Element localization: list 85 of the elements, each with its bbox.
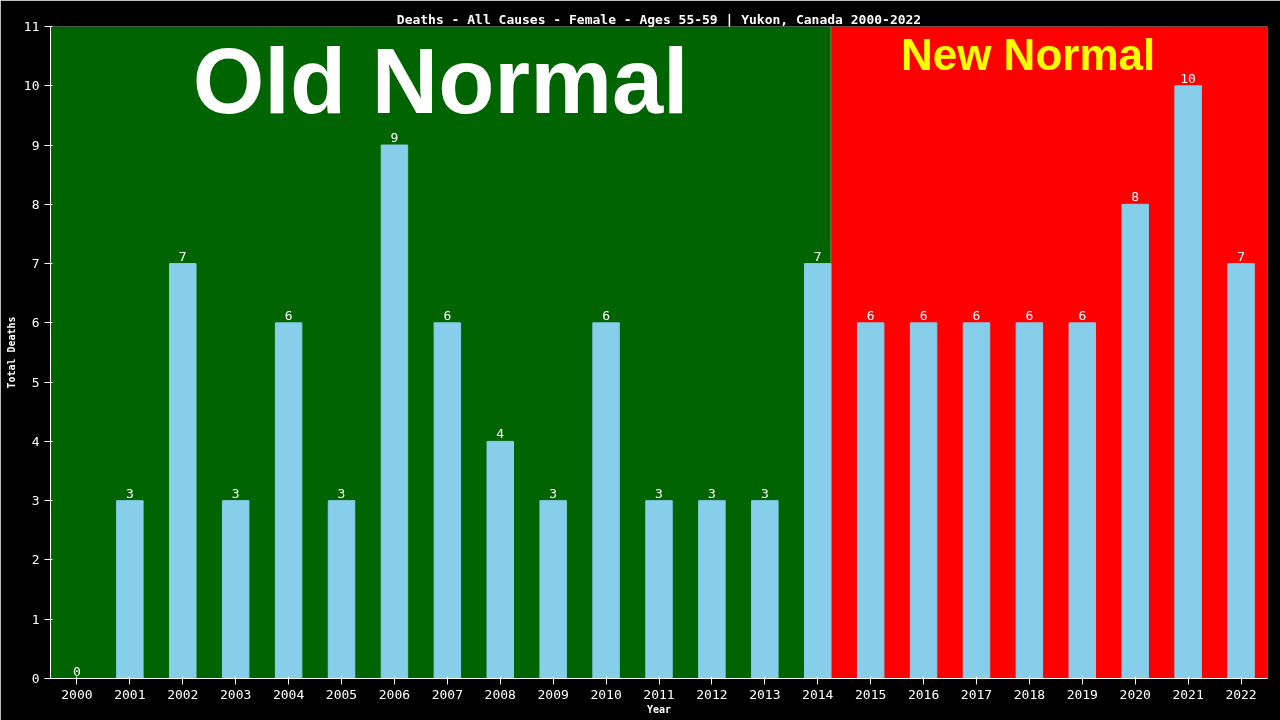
y-tick-label: 8 bbox=[31, 196, 40, 212]
bar bbox=[751, 500, 779, 679]
x-tick-label: 2011 bbox=[643, 686, 675, 702]
y-tick-label: 9 bbox=[31, 137, 40, 153]
data-label: 0 bbox=[73, 663, 81, 679]
x-tick-label: 2009 bbox=[537, 686, 569, 702]
bar bbox=[1227, 263, 1255, 679]
bar bbox=[1015, 322, 1044, 679]
x-axis-title: Year bbox=[646, 703, 672, 715]
bar bbox=[433, 322, 462, 679]
bar bbox=[486, 440, 514, 679]
x-tick-label: 2019 bbox=[1066, 686, 1098, 702]
bar bbox=[116, 500, 144, 679]
bar bbox=[169, 263, 197, 679]
data-label: 6 bbox=[972, 307, 981, 323]
data-label: 6 bbox=[1025, 307, 1034, 323]
chart-title: Deaths - All Causes - Female - Ages 55-59 | Yukon, Canada 2000-2022 bbox=[396, 11, 922, 27]
band-label: New Normal bbox=[900, 29, 1156, 79]
y-tick-label: 4 bbox=[31, 433, 40, 449]
x-tick-label: 2005 bbox=[325, 686, 358, 702]
data-label: 6 bbox=[919, 307, 928, 323]
data-label: 3 bbox=[337, 485, 346, 501]
data-label: 6 bbox=[602, 307, 610, 323]
bar bbox=[804, 263, 832, 679]
bar bbox=[698, 500, 726, 679]
x-tick-label: 2020 bbox=[1119, 686, 1151, 702]
x-tick-label: 2012 bbox=[696, 686, 728, 702]
x-tick-label: 2003 bbox=[220, 686, 252, 702]
data-label: 6 bbox=[1078, 307, 1087, 323]
data-label: 8 bbox=[1131, 189, 1140, 205]
bar bbox=[909, 322, 938, 679]
x-tick-label: 2008 bbox=[484, 686, 516, 702]
x-tick-label: 2013 bbox=[749, 686, 781, 702]
y-tick-label: 2 bbox=[31, 552, 40, 568]
x-tick-label: 2010 bbox=[590, 686, 622, 702]
x-tick-label: 2017 bbox=[960, 686, 993, 702]
data-label: 7 bbox=[178, 248, 187, 264]
bar bbox=[221, 500, 250, 679]
data-label: 3 bbox=[760, 485, 769, 501]
bar bbox=[1121, 203, 1149, 679]
x-tick-label: 2004 bbox=[272, 686, 305, 702]
data-label: 3 bbox=[125, 485, 134, 501]
y-tick-label: 5 bbox=[31, 374, 40, 390]
x-tick-label: 2006 bbox=[378, 686, 411, 702]
data-label: 3 bbox=[549, 485, 558, 501]
data-label: 7 bbox=[813, 248, 822, 264]
x-tick-label: 2002 bbox=[167, 686, 199, 702]
x-tick-label: 2016 bbox=[907, 686, 940, 702]
x-tick-label: 2018 bbox=[1013, 686, 1046, 702]
bar bbox=[1174, 85, 1202, 679]
bar bbox=[856, 322, 885, 679]
y-tick-label: 6 bbox=[31, 315, 40, 331]
x-tick-label: 2021 bbox=[1172, 686, 1204, 702]
data-label: 3 bbox=[708, 485, 716, 501]
x-tick-label: 2007 bbox=[431, 686, 464, 702]
bar bbox=[274, 322, 303, 679]
y-tick-label: 7 bbox=[31, 256, 40, 272]
bar bbox=[327, 500, 356, 679]
data-label: 9 bbox=[390, 130, 399, 146]
y-tick-label: 1 bbox=[31, 611, 40, 627]
bar bbox=[645, 500, 673, 679]
y-tick-label: 11 bbox=[23, 19, 40, 34]
data-label: 6 bbox=[866, 307, 875, 323]
bar bbox=[962, 322, 991, 679]
band-label: Old Normal bbox=[192, 29, 689, 132]
y-tick-label: 0 bbox=[31, 671, 40, 686]
x-tick-label: 2000 bbox=[61, 686, 93, 702]
bar bbox=[592, 322, 620, 679]
y-tick-label: 10 bbox=[23, 78, 40, 94]
data-label: 3 bbox=[231, 485, 240, 501]
data-label: 6 bbox=[284, 307, 293, 323]
y-axis-title: Total Deaths bbox=[5, 316, 17, 389]
bar bbox=[1068, 322, 1097, 679]
bar bbox=[380, 144, 409, 679]
data-label: 3 bbox=[655, 485, 663, 501]
bar bbox=[539, 500, 567, 679]
data-label: 4 bbox=[496, 426, 505, 442]
data-label: 6 bbox=[443, 307, 452, 323]
y-tick-label: 3 bbox=[31, 493, 40, 509]
x-tick-label: 2014 bbox=[802, 686, 834, 702]
x-tick-label: 2001 bbox=[114, 686, 146, 702]
data-label: 10 bbox=[1180, 70, 1196, 86]
x-tick-label: 2015 bbox=[855, 686, 887, 702]
data-label: 7 bbox=[1237, 248, 1245, 264]
x-tick-label: 2022 bbox=[1225, 686, 1257, 702]
